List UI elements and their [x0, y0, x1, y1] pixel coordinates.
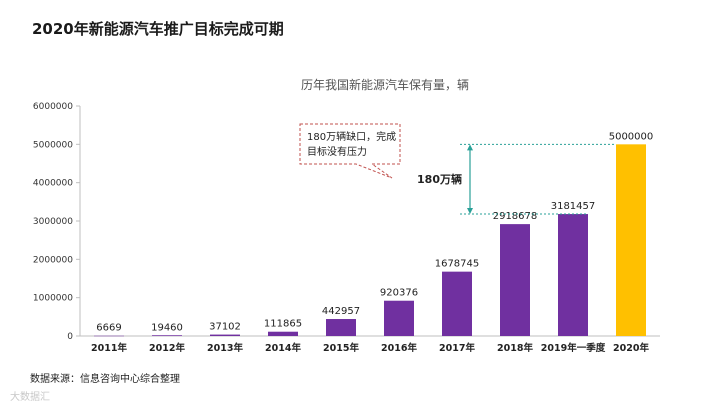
x-tick-label: 2017年 — [439, 342, 475, 354]
value-labels-group: 6669 19460 37102 111865 442957 920376 1678745 2… — [96, 131, 653, 333]
y-tick-label: 1000000 — [33, 294, 73, 304]
data-label: 19460 — [151, 322, 183, 333]
bars-group — [94, 144, 646, 337]
x-tick-label: 2019年一季度 — [541, 342, 606, 354]
y-tick-label: 4000000 — [33, 179, 73, 189]
x-tick-label: 2013年 — [207, 342, 243, 354]
data-source-note: 数据来源：信息咨询中心综合整理 — [30, 374, 180, 385]
x-tick-label: 2014年 — [265, 342, 301, 354]
y-tick-label: 5000000 — [33, 140, 73, 150]
callout-box — [299, 123, 401, 179]
chart-title: 历年我国新能源汽车保有量，辆 — [301, 77, 469, 92]
bar — [268, 331, 298, 336]
bar — [326, 319, 356, 336]
watermark: 大数据汇 — [10, 392, 50, 403]
x-tick-label: 2015年 — [323, 342, 359, 354]
x-axis-labels: 2011年 2012年 2013年 2014年 2015年 2016年 2017年 2018年… — [91, 342, 649, 354]
y-tick-label: 6000000 — [33, 102, 73, 112]
x-tick-label: 2011年 — [91, 342, 127, 354]
data-label: 111865 — [264, 319, 302, 330]
data-label: 2918678 — [493, 211, 538, 222]
y-tick-label: 3000000 — [33, 217, 73, 227]
callout-text-line1: 180万辆缺口，完成 — [307, 130, 396, 143]
data-label: 920376 — [380, 288, 418, 299]
gap-label: 180万辆 — [417, 172, 462, 186]
data-label: 37102 — [209, 322, 241, 333]
gap-arrow-head-bottom — [467, 208, 473, 215]
bar — [558, 214, 588, 336]
x-tick-label: 2016年 — [381, 342, 417, 354]
y-axis-ticks: 0 1000000 2000000 3000000 4000000 5000000 6000… — [33, 102, 80, 342]
page-title: 2020年新能源汽车推广目标完成可期 — [32, 20, 284, 38]
bar — [616, 144, 646, 336]
data-label: 3181457 — [551, 201, 596, 212]
bar — [210, 334, 240, 336]
bar — [152, 335, 182, 336]
bar — [442, 271, 472, 336]
data-label: 1678745 — [435, 259, 480, 270]
bar — [384, 300, 414, 336]
gap-arrow-head-top — [467, 144, 473, 151]
x-tick-label: 2012年 — [149, 342, 185, 354]
x-tick-label: 2020年 — [613, 342, 649, 354]
bar — [94, 335, 124, 337]
data-label: 442957 — [322, 306, 360, 317]
gap-annotation: 180万辆 180万辆缺口，完成 目标没有压力 — [299, 123, 616, 215]
y-tick-label: 2000000 — [33, 255, 73, 265]
callout-text-line2: 目标没有压力 — [307, 145, 367, 158]
y-tick-label: 0 — [67, 332, 73, 342]
data-label: 6669 — [96, 323, 121, 334]
x-tick-label: 2018年 — [497, 342, 533, 354]
bar — [500, 224, 530, 336]
data-label: 5000000 — [609, 131, 654, 142]
